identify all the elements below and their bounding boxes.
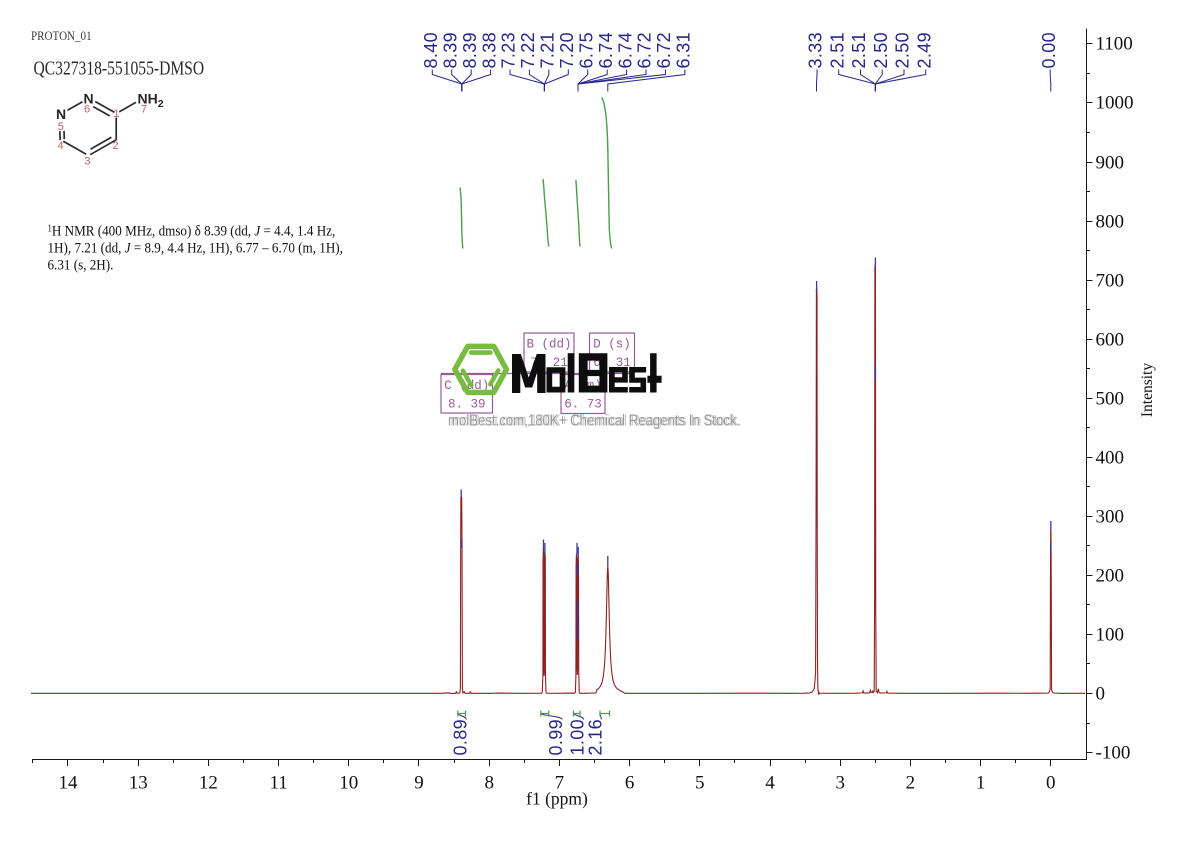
- svg-text:molBest.com,180K+ Chemical Rea: molBest.com,180K+ Chemical Reagents In S…: [451, 412, 742, 429]
- svg-text:900: 900: [1096, 153, 1125, 174]
- svg-text:13: 13: [129, 773, 148, 794]
- svg-text:f1 (ppm): f1 (ppm): [526, 789, 588, 809]
- svg-text:3.33: 3.33: [806, 32, 826, 68]
- svg-text:2.50: 2.50: [871, 32, 891, 68]
- svg-text:6.31: 6.31: [674, 32, 694, 68]
- svg-text:D (s): D (s): [593, 338, 631, 352]
- svg-text:2: 2: [113, 140, 119, 152]
- svg-text:7.22: 7.22: [518, 32, 538, 68]
- svg-text:0: 0: [1046, 773, 1056, 794]
- svg-text:6.72: 6.72: [654, 32, 674, 68]
- svg-text:7.21: 7.21: [538, 32, 558, 68]
- svg-text:molBest.com,180K+ Chemical Rea: molBest.com,180K+ Chemical Reagents In S…: [448, 412, 740, 429]
- svg-text:6.72: 6.72: [635, 32, 655, 68]
- svg-text:8.39: 8.39: [440, 32, 460, 68]
- svg-text:1: 1: [113, 108, 119, 120]
- svg-text:7: 7: [555, 773, 565, 794]
- svg-text:N: N: [84, 90, 94, 106]
- svg-text:8.40: 8.40: [421, 32, 441, 68]
- svg-text:7.20: 7.20: [557, 32, 577, 68]
- svg-text:2: 2: [906, 773, 916, 794]
- svg-text:1H), 7.21 (dd, J = 8.9, 4.4 Hz: 1H), 7.21 (dd, J = 8.9, 4.4 Hz, 1H), 6.7…: [48, 240, 343, 257]
- svg-text:600: 600: [1096, 330, 1125, 351]
- svg-text:6. 73: 6. 73: [564, 398, 602, 412]
- svg-text:7.23: 7.23: [499, 32, 519, 68]
- svg-text:6.74: 6.74: [615, 32, 635, 68]
- svg-text:B (dd): B (dd): [526, 338, 571, 352]
- svg-text:3: 3: [84, 156, 90, 168]
- svg-text:1: 1: [976, 773, 986, 794]
- svg-text:10: 10: [339, 773, 358, 794]
- svg-text:N: N: [56, 106, 66, 122]
- svg-text:-100: -100: [1096, 743, 1131, 764]
- svg-text:0.00: 0.00: [1039, 32, 1059, 68]
- svg-text:1000: 1000: [1096, 93, 1134, 114]
- svg-text:6: 6: [84, 103, 90, 115]
- svg-text:500: 500: [1096, 389, 1125, 410]
- svg-text:6.31 (s, 2H).: 6.31 (s, 2H).: [48, 257, 114, 274]
- svg-text:0.99: 0.99: [546, 719, 566, 755]
- svg-text:8.39: 8.39: [460, 32, 480, 68]
- svg-text:PROTON_01: PROTON_01: [31, 28, 92, 43]
- svg-text:300: 300: [1096, 507, 1125, 528]
- svg-text:800: 800: [1096, 212, 1125, 233]
- svg-text:QC327318-551055-DMSO: QC327318-551055-DMSO: [34, 56, 205, 78]
- svg-text:200: 200: [1096, 566, 1125, 587]
- svg-text:2.49: 2.49: [914, 32, 934, 68]
- svg-text:7: 7: [141, 104, 147, 116]
- svg-text:11: 11: [269, 773, 287, 794]
- svg-text:100: 100: [1096, 625, 1125, 646]
- svg-text:2.51: 2.51: [849, 32, 869, 68]
- svg-text:9: 9: [414, 773, 424, 794]
- svg-text:3: 3: [835, 773, 845, 794]
- svg-text:5: 5: [58, 121, 64, 133]
- svg-text:1.00: 1.00: [568, 719, 588, 755]
- svg-text:14: 14: [59, 773, 79, 794]
- svg-text:400: 400: [1096, 448, 1125, 469]
- svg-text:2.16: 2.16: [585, 719, 605, 755]
- svg-text:8. 39: 8. 39: [448, 398, 486, 412]
- svg-text:12: 12: [199, 773, 218, 794]
- svg-text:8.38: 8.38: [479, 32, 499, 68]
- svg-text:4: 4: [58, 140, 64, 152]
- svg-text:2.51: 2.51: [827, 32, 847, 68]
- svg-text:6.75: 6.75: [576, 32, 596, 68]
- svg-text:NH2: NH2: [138, 91, 164, 111]
- svg-text:0.89: 0.89: [450, 719, 470, 755]
- svg-text:2.50: 2.50: [893, 32, 913, 68]
- svg-text:6: 6: [625, 773, 635, 794]
- svg-text:Intensity: Intensity: [1139, 363, 1156, 417]
- svg-text:1100: 1100: [1096, 34, 1133, 55]
- svg-text:8: 8: [484, 773, 494, 794]
- svg-text:700: 700: [1096, 271, 1125, 292]
- svg-text:5: 5: [695, 773, 705, 794]
- svg-text:0: 0: [1096, 684, 1106, 705]
- svg-text:4: 4: [765, 773, 775, 794]
- svg-text:1H NMR (400 MHz, dmso) δ 8.39: 1H NMR (400 MHz, dmso) δ 8.39 (dd, J = 4…: [48, 223, 336, 240]
- svg-text:6.74: 6.74: [596, 32, 616, 68]
